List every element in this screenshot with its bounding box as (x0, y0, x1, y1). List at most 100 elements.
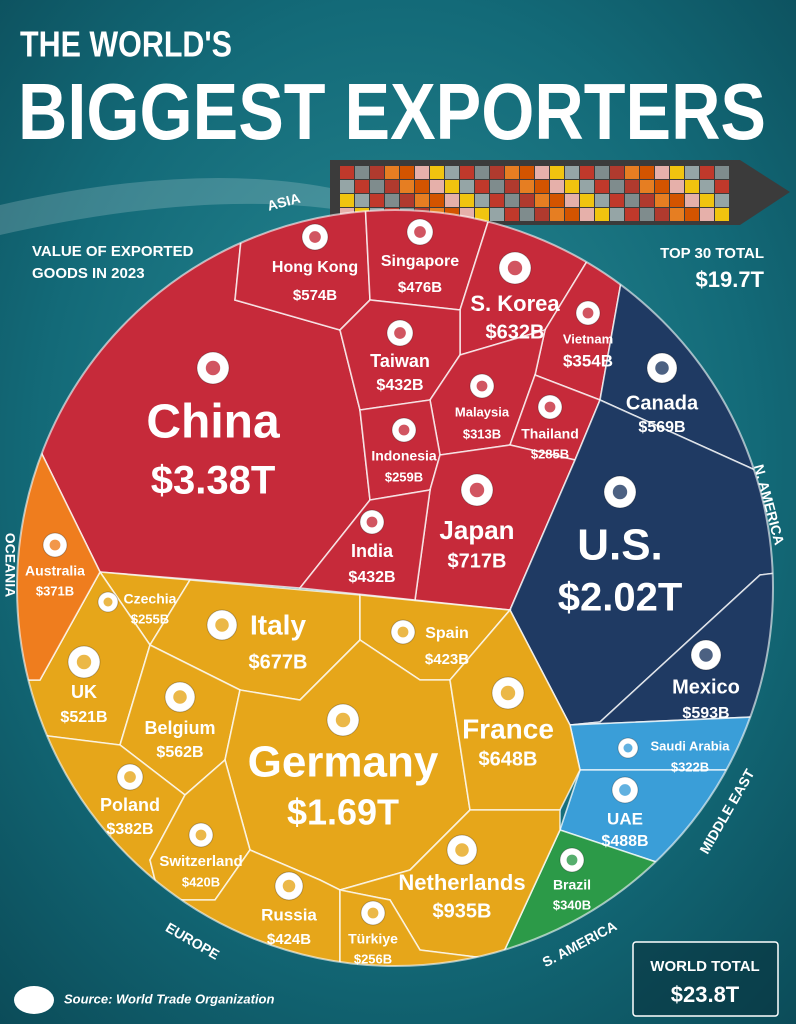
country-name: Italy (250, 609, 306, 640)
country-name: UAE (607, 809, 643, 828)
container (505, 166, 519, 179)
country-value: $632B (486, 321, 545, 343)
container (385, 180, 399, 193)
flag-emblem (103, 597, 113, 607)
country-name: Saudi Arabia (651, 738, 731, 753)
country-name: Singapore (381, 253, 459, 270)
container (580, 166, 594, 179)
country-value: $432B (376, 377, 423, 394)
country-value: $354B (563, 351, 613, 370)
container (505, 180, 519, 193)
country-value: $569B (638, 419, 685, 436)
flag-emblem (282, 879, 296, 893)
country-name: Belgium (144, 718, 215, 738)
flag-emblem (699, 648, 713, 662)
container (700, 194, 714, 207)
country-value: $574B (293, 287, 337, 304)
container (415, 194, 429, 207)
container (550, 180, 564, 193)
country-value: $521B (60, 709, 107, 726)
country-value: $432B (348, 569, 395, 586)
country-name: Vietnam (563, 331, 613, 346)
country-value: $313B (463, 426, 501, 441)
container (415, 180, 429, 193)
subtitle-line: GOODS IN 2023 (32, 265, 145, 282)
country-value: $3.38T (151, 459, 276, 503)
container (400, 180, 414, 193)
container (490, 180, 504, 193)
country-name: Russia (261, 905, 317, 924)
container (700, 166, 714, 179)
container (370, 166, 384, 179)
country-name: Netherlands (398, 870, 525, 895)
container (655, 166, 669, 179)
container (535, 180, 549, 193)
container (595, 166, 609, 179)
container (715, 180, 729, 193)
container (505, 194, 519, 207)
container (610, 180, 624, 193)
flag-emblem (205, 360, 221, 376)
container (715, 166, 729, 179)
container (655, 194, 669, 207)
container (580, 180, 594, 193)
country-name: Türkiye (348, 931, 398, 947)
world-total-value: $23.8T (671, 982, 740, 1007)
container (520, 194, 534, 207)
container (460, 166, 474, 179)
country-value: $255B (131, 611, 169, 626)
container (565, 180, 579, 193)
container (670, 194, 684, 207)
flag-emblem (414, 226, 426, 238)
container (490, 208, 504, 221)
country-name: Japan (439, 515, 514, 545)
country-value: $1.69T (287, 792, 399, 833)
flag-emblem (215, 618, 229, 632)
country-name: Australia (25, 563, 85, 579)
flag-emblem (76, 654, 92, 670)
container (535, 208, 549, 221)
country-name: China (146, 396, 280, 449)
container (715, 208, 729, 221)
country-name: Poland (100, 795, 160, 815)
flag-emblem (309, 231, 321, 243)
country-value: $488B (601, 833, 648, 850)
container (520, 208, 534, 221)
container (565, 208, 579, 221)
container (625, 208, 639, 221)
top-total-value: $19.7T (696, 267, 765, 292)
subtitle-line: VALUE OF EXPORTED (32, 243, 194, 260)
country-value: $677B (249, 651, 308, 673)
container (475, 166, 489, 179)
container (355, 180, 369, 193)
flag-emblem (507, 260, 523, 276)
container (535, 194, 549, 207)
container (595, 194, 609, 207)
container (685, 194, 699, 207)
container (430, 194, 444, 207)
container (490, 194, 504, 207)
container (460, 194, 474, 207)
country-name: U.S. (577, 521, 663, 570)
container (475, 180, 489, 193)
country-value: $322B (671, 759, 709, 774)
country-name: India (351, 541, 394, 561)
country-name: Mexico (672, 676, 740, 698)
container (475, 194, 489, 207)
container (625, 180, 639, 193)
container (340, 194, 354, 207)
flag-emblem (469, 482, 485, 498)
flag-emblem (397, 626, 409, 638)
country-value: $382B (106, 821, 153, 838)
container (520, 180, 534, 193)
container (400, 194, 414, 207)
flag-emblem (335, 712, 351, 728)
container (610, 166, 624, 179)
logo (14, 986, 54, 1014)
country-name: Indonesia (371, 448, 437, 464)
container (340, 166, 354, 179)
country-value: $593B (682, 705, 729, 722)
container (415, 166, 429, 179)
container (640, 180, 654, 193)
